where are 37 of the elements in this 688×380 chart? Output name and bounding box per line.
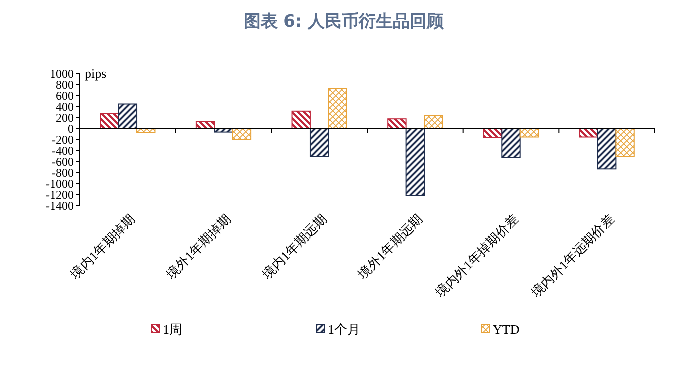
bar (424, 115, 444, 130)
y-tick-label: -1400 (46, 199, 74, 213)
bar (520, 128, 540, 138)
y-tick-label: 800 (56, 78, 74, 92)
x-tick-label: 境外1年期掉期 (162, 212, 234, 283)
bar (406, 128, 426, 196)
y-tick-label: -1000 (46, 177, 74, 191)
y-tick-label: 400 (56, 100, 74, 114)
y-tick-label: 1000 (50, 67, 74, 81)
bar (100, 113, 120, 130)
y-tick-label: 200 (56, 111, 74, 125)
x-tick-label: 境内1年期掉期 (66, 212, 138, 283)
bar (502, 128, 521, 158)
y-tick-label: 600 (56, 89, 74, 103)
legend-label: YTD (493, 322, 520, 337)
bar (597, 128, 617, 170)
y-tick-label: 0 (68, 122, 74, 136)
legend-label: 1个月 (328, 322, 360, 337)
x-tick-label: 境内1年期远期 (258, 212, 330, 283)
y-tick-label: -200 (52, 133, 74, 147)
bar (310, 128, 330, 157)
legend-label: 1周 (163, 322, 182, 337)
y-tick-label: -1200 (46, 188, 74, 202)
bar (616, 128, 635, 157)
x-tick-label: 境内外1年掉期价差 (432, 212, 522, 301)
bar (118, 104, 138, 130)
y-tick-label: -800 (52, 166, 74, 180)
y-axis-title: pips (85, 66, 107, 81)
bar (328, 88, 348, 130)
bar (292, 110, 311, 130)
y-tick-label: -400 (52, 144, 74, 158)
bar (232, 128, 252, 140)
x-tick-label: 境内外1年远期价差 (528, 212, 618, 301)
chart-title: 图表 6: 人民币衍生品回顾 (244, 12, 446, 32)
x-tick-label: 境外1年期远期 (354, 212, 426, 283)
bar (388, 118, 407, 130)
y-tick-label: -600 (52, 155, 74, 169)
